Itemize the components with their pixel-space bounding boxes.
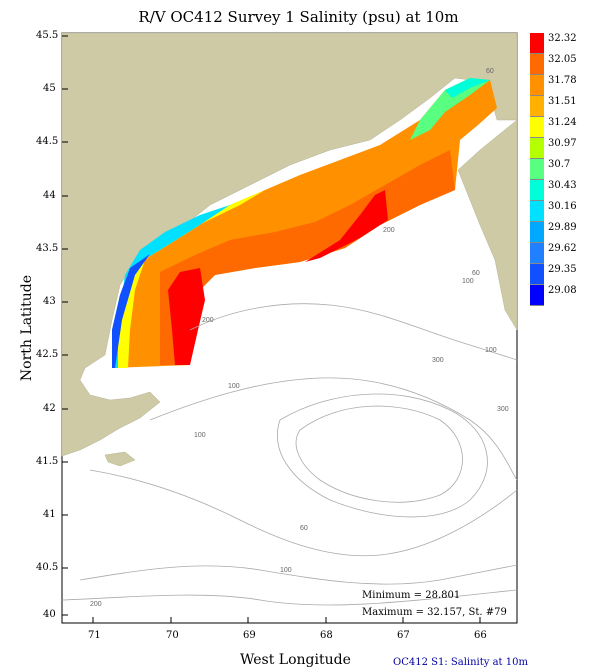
y-tick-label: 45.5 [36, 30, 59, 41]
legend-swatch [530, 243, 544, 264]
contour-label: 300 [432, 357, 444, 364]
color-legend [530, 33, 544, 306]
y-tick-label: 41 [43, 509, 56, 520]
y-tick-label: 45 [43, 83, 56, 94]
legend-swatch [530, 264, 544, 285]
legend-label: 30.97 [548, 138, 577, 149]
x-axis-label: West Longitude [240, 652, 351, 668]
contour-label: 100 [485, 347, 497, 354]
contour-label: 200 [90, 601, 102, 608]
contour-labels: 60 100 200 200 300 100 60 100 300 100 60… [90, 68, 509, 608]
y-tick-label: 43 [43, 296, 56, 307]
x-tick-label: 66 [474, 630, 487, 641]
legend-label: 30.7 [548, 159, 571, 170]
contour-label: 60 [486, 68, 494, 75]
x-tick-label: 70 [166, 630, 179, 641]
legend-label: 31.78 [548, 75, 577, 86]
contour-label: 60 [300, 525, 308, 532]
legend-label: 32.05 [548, 54, 577, 65]
y-tick-label: 43.5 [36, 243, 59, 254]
legend-label: 31.24 [548, 117, 577, 128]
y-tick-label: 40 [43, 609, 56, 620]
minimum-stat: Minimum = 28.801 [362, 590, 461, 601]
y-tick-label: 44.5 [36, 136, 59, 147]
legend-swatch [530, 138, 544, 159]
y-tick-label: 41.5 [36, 456, 59, 467]
legend-swatch [530, 54, 544, 75]
land [61, 32, 518, 467]
contour-label: 100 [194, 432, 206, 439]
salinity-field [112, 78, 497, 368]
legend-label: 31.51 [548, 96, 577, 107]
legend-swatch [530, 75, 544, 96]
y-tick-label: 44 [43, 190, 56, 201]
legend-label: 29.62 [548, 243, 577, 254]
contour-label: 100 [228, 383, 240, 390]
legend-swatch [530, 117, 544, 138]
map-title: R/V OC412 Survey 1 Salinity (psu) at 10m [138, 8, 459, 26]
contour-label: 100 [462, 278, 474, 285]
legend-swatch [530, 159, 544, 180]
footer-caption: OC412 S1: Salinity at 10m [393, 657, 528, 668]
y-axis-label: North Latitude [19, 274, 35, 382]
contour-label: 300 [497, 406, 509, 413]
bathymetry-contours [61, 303, 518, 606]
legend-swatch [530, 33, 544, 54]
y-tick-label: 42 [43, 403, 56, 414]
legend-label: 29.35 [548, 264, 577, 275]
contour-label: 200 [383, 227, 395, 234]
maximum-stat: Maximum = 32.157, St. #79 [362, 607, 507, 618]
legend-swatch [530, 180, 544, 201]
legend-label: 29.08 [548, 285, 577, 296]
contour-label: 60 [472, 270, 480, 277]
legend-label: 30.16 [548, 201, 577, 212]
x-tick-label: 67 [397, 630, 410, 641]
legend-swatch [530, 222, 544, 243]
y-tick-label: 42.5 [36, 349, 59, 360]
x-tick-label: 71 [88, 630, 101, 641]
contour-label: 100 [280, 567, 292, 574]
legend-swatch [530, 96, 544, 117]
legend-swatch [530, 285, 544, 306]
legend-label: 32.32 [548, 33, 577, 44]
axis-ticks [62, 35, 481, 623]
x-tick-label: 69 [243, 630, 256, 641]
legend-label: 30.43 [548, 180, 577, 191]
contour-label: 200 [202, 317, 214, 324]
x-tick-label: 68 [320, 630, 333, 641]
y-tick-label: 40.5 [36, 562, 59, 573]
legend-swatch [530, 201, 544, 222]
legend-label: 29.89 [548, 222, 577, 233]
